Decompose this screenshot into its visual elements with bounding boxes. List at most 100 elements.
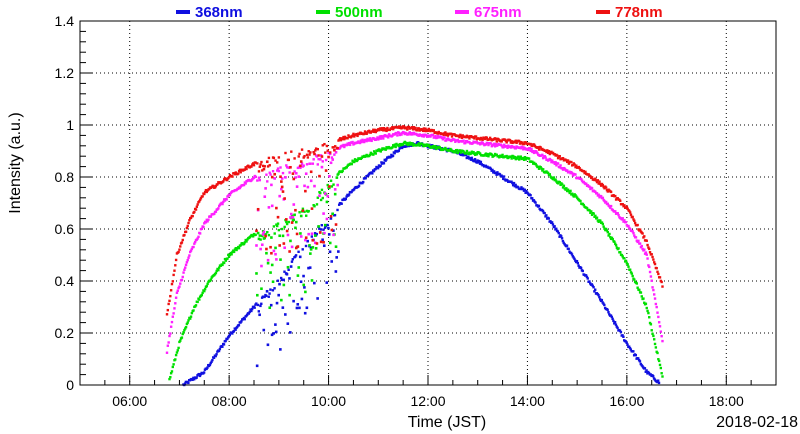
data-point	[582, 169, 585, 173]
data-point	[644, 302, 648, 305]
data-point	[621, 255, 624, 258]
data-point	[189, 317, 192, 320]
data-point	[177, 346, 180, 350]
data-point	[265, 247, 268, 251]
data-point	[171, 280, 174, 283]
data-point	[211, 358, 214, 362]
data-point	[273, 232, 276, 235]
data-point	[298, 211, 301, 214]
data-point	[652, 258, 655, 261]
data-point	[627, 224, 630, 228]
data-point	[623, 204, 626, 207]
data-point	[198, 232, 202, 235]
data-point	[614, 244, 618, 247]
data-point	[226, 178, 229, 181]
data-point	[529, 194, 532, 197]
data-point	[555, 164, 558, 167]
data-point	[326, 149, 329, 152]
data-point	[456, 138, 460, 142]
data-point	[286, 265, 290, 269]
data-point	[307, 209, 310, 213]
data-point	[612, 319, 615, 323]
data-point	[318, 231, 322, 234]
data-point	[443, 136, 446, 139]
data-point	[267, 233, 271, 237]
data-point	[610, 236, 614, 240]
data-point	[357, 184, 361, 187]
data-point	[473, 137, 476, 140]
data-point	[630, 272, 634, 275]
data-point	[616, 212, 619, 215]
data-point	[377, 136, 381, 140]
data-point	[651, 332, 654, 336]
data-point	[533, 144, 537, 147]
data-point	[638, 288, 641, 292]
data-point	[397, 125, 401, 128]
data-point	[251, 235, 255, 238]
data-point	[372, 150, 376, 153]
data-point	[536, 151, 539, 155]
data-point	[299, 280, 303, 284]
data-point	[214, 210, 218, 213]
data-point	[241, 318, 245, 321]
data-point	[221, 263, 224, 267]
data-point	[330, 156, 334, 159]
x-tick-label: 12:00	[410, 393, 445, 409]
data-point	[648, 270, 652, 274]
data-point	[187, 319, 190, 322]
data-point	[288, 277, 291, 280]
data-point	[613, 240, 616, 244]
data-point	[351, 140, 354, 144]
data-point	[657, 381, 661, 385]
data-point	[551, 159, 554, 162]
data-point	[285, 220, 288, 224]
data-point	[195, 205, 199, 208]
data-point	[556, 162, 560, 165]
data-point	[481, 138, 484, 141]
data-point	[284, 151, 287, 155]
data-point	[653, 342, 657, 346]
data-point	[422, 127, 426, 130]
data-point	[506, 179, 509, 182]
data-point	[546, 171, 550, 175]
data-point	[608, 232, 611, 236]
data-point	[411, 133, 414, 136]
data-point	[537, 165, 540, 169]
data-point	[417, 142, 421, 145]
data-point	[514, 157, 518, 161]
data-point	[320, 155, 324, 158]
data-point	[424, 127, 427, 130]
data-point	[246, 313, 249, 316]
data-point	[605, 229, 609, 232]
data-point	[645, 306, 648, 310]
data-point	[595, 180, 599, 184]
data-point	[382, 162, 386, 165]
data-point	[656, 270, 659, 274]
data-point	[561, 157, 565, 160]
data-point	[329, 152, 332, 156]
data-point	[319, 228, 323, 231]
data-point	[184, 325, 188, 329]
data-point	[649, 373, 652, 376]
data-point	[598, 295, 601, 299]
data-point	[299, 164, 302, 168]
data-point	[335, 256, 338, 259]
data-point	[324, 151, 327, 154]
data-point	[296, 303, 300, 306]
data-point	[268, 164, 271, 167]
data-point	[650, 253, 653, 256]
data-point	[590, 176, 594, 179]
data-point	[256, 231, 260, 235]
data-point	[307, 232, 310, 236]
data-point	[204, 188, 208, 192]
data-point	[578, 166, 581, 170]
data-point	[263, 195, 267, 198]
data-point	[304, 290, 307, 294]
data-point	[267, 206, 271, 209]
data-point	[519, 140, 522, 144]
data-point	[647, 371, 651, 375]
data-point	[417, 127, 421, 130]
data-point	[624, 220, 628, 224]
data-point	[289, 165, 292, 169]
data-point	[286, 233, 290, 237]
